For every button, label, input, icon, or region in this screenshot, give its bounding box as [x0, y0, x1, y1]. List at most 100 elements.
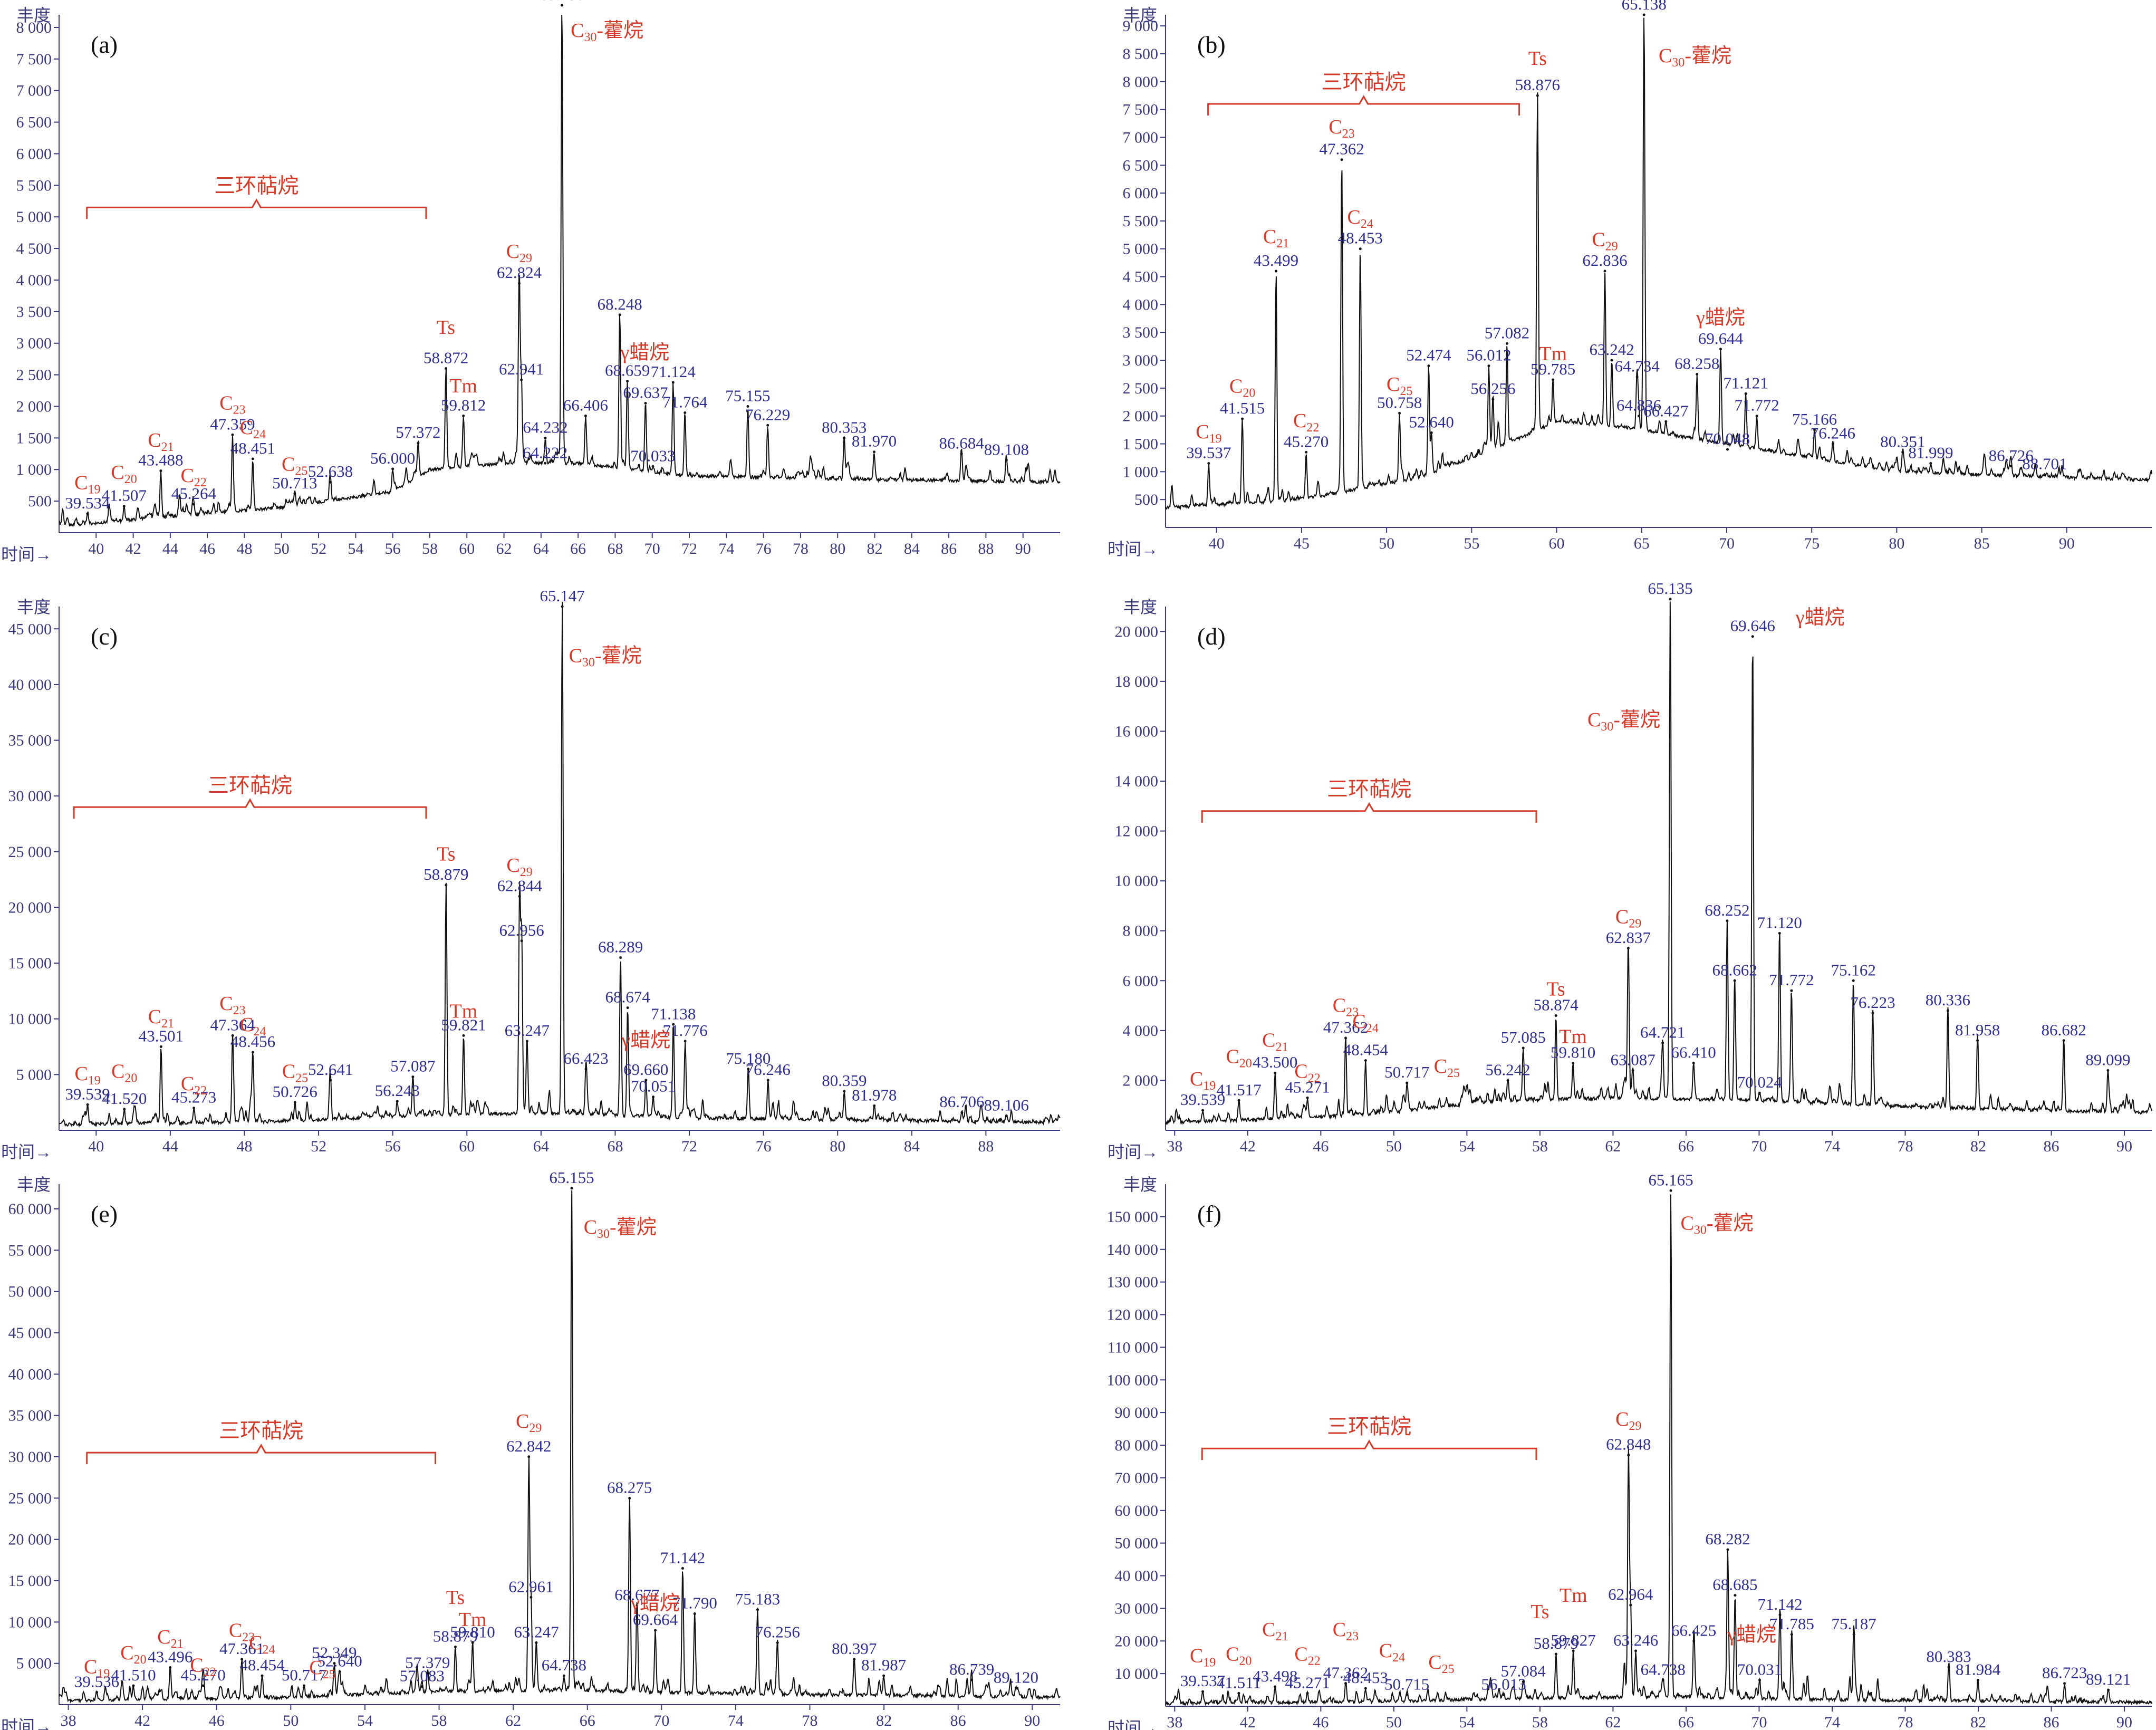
peak-retention-label: 86.739 — [949, 1660, 994, 1678]
peak-retention-label: 50.713 — [272, 474, 317, 492]
peak-retention-label: 81.970 — [852, 432, 897, 450]
peak-apex-point — [561, 605, 564, 608]
peak-retention-label: 58.872 — [424, 349, 468, 367]
compound-annotation: C22 — [190, 1654, 216, 1679]
x-tick-label: 64 — [533, 540, 549, 558]
y-tick-label: 20 000 — [8, 899, 52, 916]
y-tick-label: 110 000 — [1108, 1339, 1158, 1356]
x-tick-label: 58 — [422, 540, 438, 558]
peak-apex-point — [1274, 1071, 1277, 1074]
x-tick-label: 48 — [236, 1138, 252, 1155]
peak-retention-label: 68.674 — [605, 988, 651, 1006]
compound-annotation: γ蜡烷 — [1727, 1623, 1776, 1646]
peak-retention-label: 76.246 — [1811, 424, 1855, 443]
y-tick-label: 4 000 — [1123, 1022, 1159, 1040]
peak-retention-label: 64.836 — [1616, 396, 1661, 415]
peak-apex-point — [1572, 1061, 1575, 1064]
y-tick-label: 30 000 — [8, 787, 52, 805]
y-tick-label: 50 000 — [1115, 1535, 1159, 1552]
peak-apex-point — [584, 414, 587, 417]
peak-retention-label: 75.180 — [726, 1049, 771, 1068]
x-tick-label: 86 — [941, 540, 957, 558]
peak-apex-point — [1627, 1454, 1630, 1457]
y-tick-label: 80 000 — [1115, 1437, 1159, 1454]
peak-retention-label: 71.772 — [1734, 396, 1779, 415]
peak-apex-point — [535, 1641, 538, 1644]
compound-annotation: C19 — [74, 472, 100, 496]
peak-retention-label: 70.051 — [631, 1077, 676, 1095]
compound-annotation: Ts — [1546, 978, 1565, 1001]
y-tick-label: 16 000 — [1115, 723, 1159, 740]
x-tick-label: 58 — [1532, 1138, 1548, 1155]
tricyclic-bracket — [86, 1444, 437, 1465]
x-tick-label: 75 — [1804, 535, 1820, 552]
peak-retention-label: 68.282 — [1705, 1530, 1750, 1548]
x-tick-label: 62 — [496, 540, 512, 558]
peak-apex-point — [1491, 398, 1495, 401]
peak-apex-point — [584, 1068, 588, 1071]
peak-apex-point — [192, 1107, 196, 1110]
peak-apex-point — [1946, 1009, 1949, 1012]
peak-retention-label: 71.138 — [651, 1004, 696, 1023]
peak-apex-point — [1274, 1685, 1277, 1688]
x-axis-title: 时间→ — [1, 1717, 52, 1730]
tricyclic-bracket — [73, 798, 427, 819]
x-tick-label: 58 — [431, 1712, 447, 1729]
peak-retention-label: 56.242 — [1485, 1060, 1530, 1079]
x-tick-label: 46 — [209, 1712, 225, 1729]
peak-retention-label: 52.640 — [317, 1651, 362, 1670]
x-tick-label: 60 — [459, 1138, 475, 1155]
peak-retention-label: 68.289 — [598, 938, 643, 956]
peak-apex-point — [1642, 13, 1645, 16]
peak-retention-label: 63.246 — [1613, 1631, 1658, 1649]
x-tick-label: 42 — [134, 1712, 150, 1729]
panel-label: (d) — [1197, 623, 1226, 650]
compound-annotation: γ蜡烷 — [1696, 306, 1745, 329]
peak-apex-point — [462, 1034, 465, 1037]
peak-retention-label: 81.978 — [852, 1086, 897, 1104]
peak-retention-label: 88.701 — [2022, 455, 2067, 473]
peak-retention-label: 68.677 — [614, 1585, 659, 1604]
peak-retention-label: 56.000 — [370, 449, 415, 467]
compound-annotation: C25 — [282, 1061, 308, 1085]
peak-retention-label: 75.183 — [735, 1590, 780, 1608]
peak-apex-point — [693, 1612, 696, 1616]
peak-retention-label: 58.879 — [1534, 1634, 1578, 1652]
peak-apex-point — [252, 1051, 255, 1054]
x-tick-label: 42 — [1240, 1714, 1256, 1730]
peak-apex-point — [1406, 1693, 1409, 1696]
y-tick-label: 5 500 — [16, 177, 52, 194]
peak-apex-point — [445, 367, 448, 370]
peak-retention-label: 71.776 — [663, 1021, 708, 1040]
x-tick-label: 82 — [1970, 1714, 1986, 1730]
panel-label: (b) — [1197, 31, 1226, 58]
peak-apex-point — [201, 1684, 205, 1687]
peak-retention-label: 65.155 — [549, 1168, 594, 1187]
peak-apex-point — [159, 1045, 162, 1049]
x-tick-label: 78 — [802, 1712, 818, 1729]
peak-retention-label: 89.106 — [984, 1096, 1029, 1114]
x-tick-label: 55 — [1464, 535, 1479, 552]
y-tick-label: 10 000 — [8, 1613, 52, 1631]
compound-annotation: C20 — [1229, 375, 1255, 400]
peak-retention-label: 69.637 — [623, 383, 668, 402]
peak-retention-label: 71.120 — [1757, 913, 1802, 931]
x-tick-label: 50 — [1379, 535, 1394, 552]
x-tick-label: 65 — [1634, 535, 1650, 552]
y-tick-label: 55 000 — [8, 1242, 52, 1259]
compound-annotation: Tm — [459, 1609, 487, 1631]
y-tick-label: 5 000 — [16, 208, 52, 226]
x-tick-label: 60 — [1549, 535, 1565, 552]
y-tick-label: 1 500 — [16, 429, 52, 447]
y-tick-label: 9 000 — [1123, 17, 1159, 35]
peak-retention-label: 48.453 — [1338, 229, 1383, 247]
compound-annotation: C19 — [1196, 421, 1221, 446]
peak-apex-point — [1554, 1652, 1557, 1656]
compound-annotation: C22 — [180, 465, 206, 489]
peak-retention-label: 68.258 — [1674, 354, 1719, 372]
peak-apex-point — [651, 465, 654, 468]
peak-apex-point — [1661, 1042, 1664, 1044]
peak-retention-label: 39.537 — [1180, 1671, 1225, 1690]
y-tick-label: 20 000 — [1115, 623, 1159, 640]
peak-retention-label: 48.456 — [230, 1032, 275, 1051]
